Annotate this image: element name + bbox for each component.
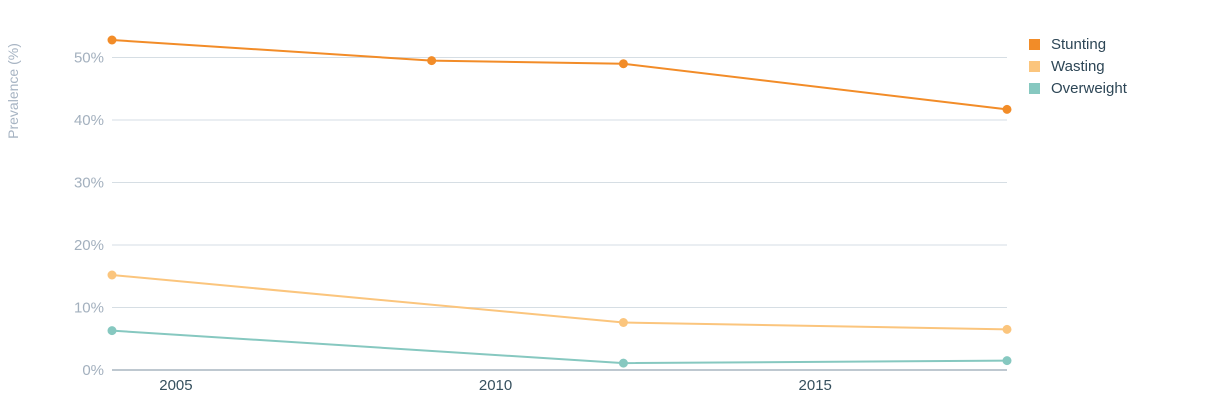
y-tick-label: 50% — [74, 50, 104, 67]
gridlines — [112, 57, 1007, 308]
y-tick-label: 40% — [74, 112, 104, 129]
legend-label: Wasting — [1051, 57, 1105, 75]
legend: Stunting Wasting Overweight — [1029, 33, 1127, 99]
data-point-stunting[interactable] — [427, 56, 437, 66]
y-tick-label: 20% — [74, 237, 104, 254]
x-tick-label: 2005 — [159, 377, 192, 394]
data-point-wasting[interactable] — [107, 270, 117, 280]
data-point-overweight[interactable] — [107, 326, 117, 336]
legend-item-stunting[interactable]: Stunting — [1029, 33, 1127, 55]
series-line-overweight — [111, 329, 1008, 365]
y-axis-label: Prevalence (%) — [5, 43, 21, 139]
legend-item-overweight[interactable]: Overweight — [1029, 77, 1127, 99]
data-point-wasting[interactable] — [618, 318, 628, 327]
data-point-stunting[interactable] — [107, 35, 117, 45]
series-line-stunting — [111, 39, 1008, 111]
series-line-wasting — [111, 274, 1008, 331]
y-tick-label: 30% — [74, 175, 104, 192]
legend-swatch — [1029, 60, 1040, 72]
legend-swatch — [1029, 38, 1040, 50]
series-lines — [107, 35, 1012, 368]
x-tick-label: 2015 — [799, 377, 832, 394]
legend-swatch — [1029, 82, 1040, 94]
legend-label: Stunting — [1051, 35, 1107, 53]
legend-label: Overweight — [1051, 79, 1127, 97]
y-tick-label: 0% — [82, 362, 104, 379]
data-point-wasting[interactable] — [1002, 324, 1012, 334]
x-tick-label: 2010 — [479, 377, 512, 394]
y-tick-label: 10% — [74, 300, 104, 317]
legend-item-wasting[interactable]: Wasting — [1029, 55, 1127, 77]
axes: 0% 10% 20% 30% 40% 50% 2005 2010 2015 — [74, 50, 1007, 394]
data-point-overweight[interactable] — [1002, 356, 1012, 366]
data-point-stunting[interactable] — [618, 59, 628, 69]
data-point-stunting[interactable] — [1002, 104, 1012, 114]
data-point-overweight[interactable] — [618, 358, 628, 368]
